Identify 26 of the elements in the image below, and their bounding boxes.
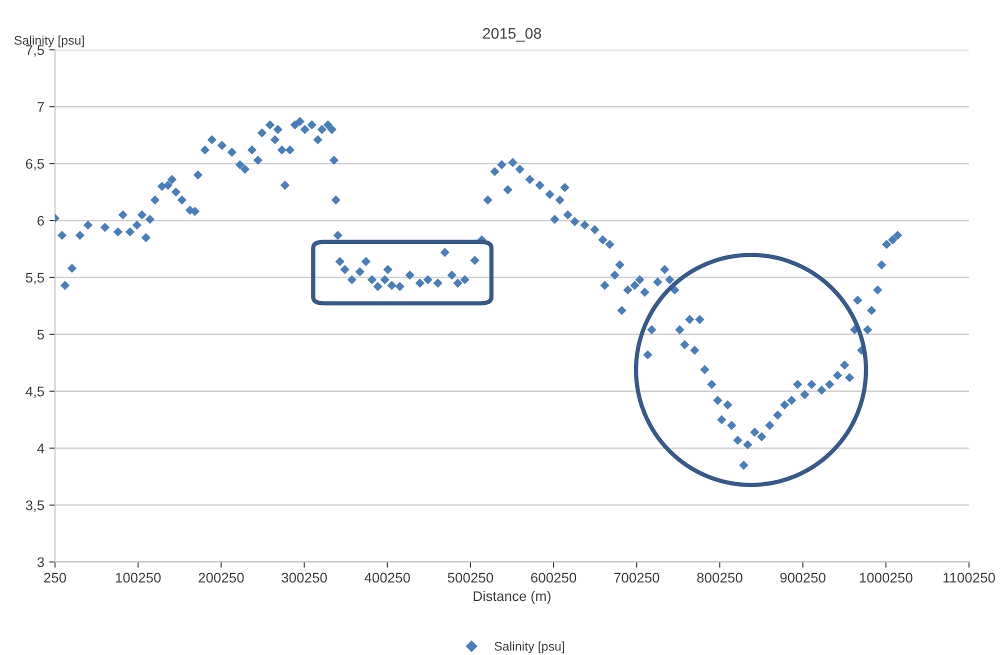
x-tick-label: 1000250 [860, 572, 912, 583]
y-tick-label: 5,5 [26, 272, 44, 284]
x-tick-label: 900250 [780, 572, 826, 583]
y-axis-title: Salinity [psu] [14, 36, 84, 48]
x-tick-label: 600250 [531, 572, 576, 583]
y-tick-label: 3,5 [26, 500, 44, 512]
y-tick-label: 7 [38, 102, 44, 112]
chart-title: 2015_08 [483, 28, 542, 42]
x-tick-label: 300250 [282, 572, 327, 583]
y-tick-label: 3 [37, 557, 44, 568]
x-axis-title: Distance (m) [474, 590, 550, 604]
y-tick-label: 7,5 [26, 45, 44, 57]
y-tick-label: 4,5 [26, 386, 44, 398]
x-tick-label: 100250 [116, 572, 161, 583]
y-tick-label: 6,5 [26, 158, 44, 170]
y-tick-label: 6 [38, 216, 44, 226]
x-tick-label: 400250 [364, 572, 410, 583]
y-tick-label: 4 [37, 444, 44, 454]
x-tick-label: 700250 [614, 572, 660, 583]
x-tick-label: 1100250 [944, 572, 995, 583]
legend-label: Salinity [psu] [494, 642, 564, 654]
y-tick-label: 5 [37, 330, 44, 340]
x-tick-label: 250 [44, 572, 66, 583]
x-tick-label: 800250 [697, 572, 742, 583]
x-tick-label: 500250 [448, 572, 494, 583]
x-tick-label: 200250 [198, 572, 244, 583]
